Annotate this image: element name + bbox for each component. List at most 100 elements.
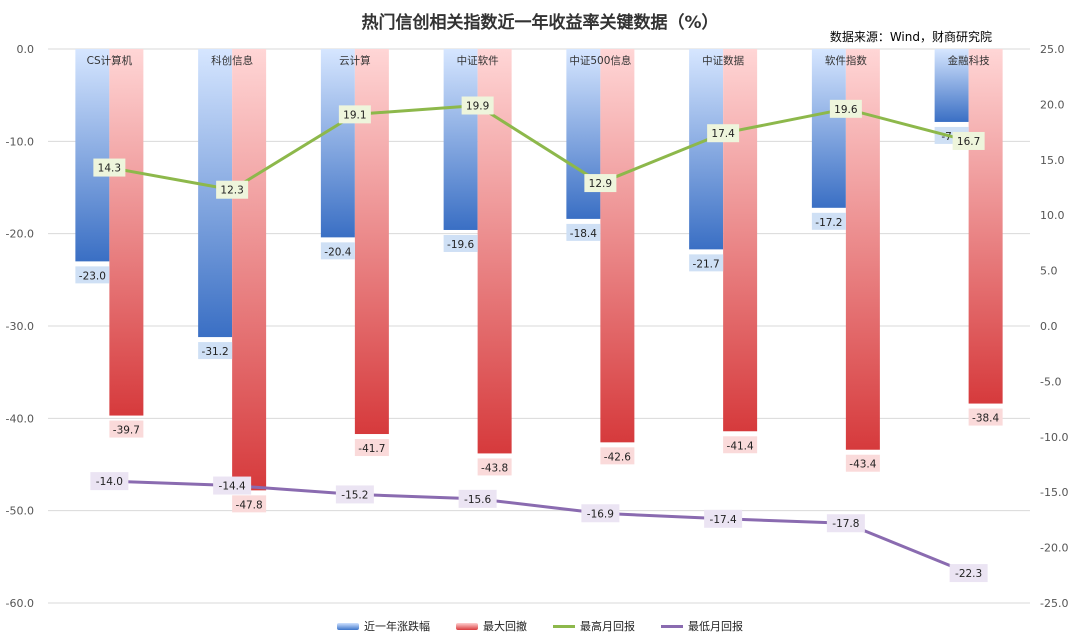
min-month-label-bg [949, 564, 988, 583]
data-label-bg-drawdown [354, 439, 389, 457]
data-label-bg-drawdown [845, 454, 880, 472]
data-label-bg-return [443, 234, 478, 252]
right-axis-tick: -15.0 [1040, 486, 1068, 499]
left-axis-tick: -30.0 [6, 320, 34, 333]
legend-label-drawdown: 最大回撤 [483, 620, 527, 633]
bar-return [811, 49, 846, 208]
data-label-bg-drawdown [232, 495, 267, 513]
data-label-drawdown: -47.8 [236, 499, 263, 511]
right-axis-tick: -10.0 [1040, 431, 1068, 444]
max-month-line [109, 104, 970, 192]
legend-item-return[interactable]: 近一年涨跌幅 [337, 618, 430, 634]
left-axis-tick: 0.0 [17, 43, 35, 56]
min-month-point-label: -22.3 [955, 568, 982, 580]
max-month-point-label: 19.1 [343, 109, 366, 121]
data-label-bg-drawdown [968, 408, 1003, 426]
min-month-label-bg [704, 509, 743, 528]
min-month-line [109, 479, 970, 575]
max-month-point-label: 12.9 [589, 178, 612, 190]
bar-return [934, 49, 969, 122]
min-month-point-label: -14.0 [96, 476, 123, 488]
category-label: 中证软件 [457, 54, 499, 67]
data-label-drawdown: -41.4 [727, 440, 754, 452]
category-label: 软件指数 [825, 54, 867, 67]
legend-item-min-month[interactable]: 最低月回报 [661, 618, 743, 634]
legend-label-return: 近一年涨跌幅 [364, 620, 430, 633]
max-month-label-bg [829, 99, 862, 118]
bar-return [75, 49, 110, 262]
legend-swatch-max-month [553, 624, 575, 628]
max-month-point-label: 17.4 [711, 128, 735, 140]
legend-item-max-month[interactable]: 最高月回报 [553, 618, 635, 634]
bar-drawdown [232, 49, 267, 491]
data-label-return: -21.7 [693, 258, 720, 270]
data-label-drawdown: -43.8 [481, 462, 508, 474]
data-label-drawdown: -38.4 [972, 413, 999, 425]
left-axis-tick: -20.0 [6, 228, 34, 241]
max-month-point-label: 16.7 [957, 136, 980, 148]
min-month-label-bg [213, 476, 252, 495]
max-month-point-label: 14.3 [98, 163, 121, 175]
category-label: 云计算 [339, 54, 371, 67]
max-month-label-bg [584, 174, 617, 193]
min-month-label-bg [581, 504, 620, 523]
category-label: CS计算机 [87, 54, 133, 67]
category-label: 科创信息 [211, 54, 253, 67]
bar-drawdown [109, 49, 144, 416]
data-label-bg-return [811, 212, 846, 230]
data-label-drawdown: -39.7 [113, 425, 140, 437]
max-month-point-label: 19.9 [466, 101, 489, 113]
min-month-point-label: -16.9 [587, 508, 614, 520]
legend-item-drawdown[interactable]: 最大回撤 [456, 618, 527, 634]
data-label-bg-return [320, 242, 355, 260]
chart-title: 热门信创相关指数近一年收益率关键数据（%） [361, 13, 719, 33]
data-label-return: -19.6 [447, 239, 474, 251]
max-month-label-bg [216, 180, 249, 199]
data-label-return: -23.0 [79, 270, 106, 282]
category-label: 中证500信息 [569, 54, 631, 67]
right-axis-tick: 25.0 [1040, 43, 1065, 56]
max-month-label-bg [93, 158, 126, 177]
data-label-drawdown: -42.6 [604, 451, 631, 463]
bar-drawdown [968, 49, 1003, 404]
max-month-label-bg [707, 124, 740, 143]
data-label-bg-drawdown [477, 458, 512, 476]
max-month-label-bg [952, 131, 985, 150]
left-axis-tick: -50.0 [6, 505, 34, 518]
max-month-point-label: 12.3 [220, 185, 243, 197]
min-month-label-bg [335, 485, 374, 504]
bar-return [443, 49, 478, 230]
min-month-label-bg [458, 489, 497, 508]
right-axis-tick: 5.0 [1040, 265, 1058, 278]
min-month-point-label: -15.6 [464, 494, 491, 506]
min-month-point-label: -14.4 [219, 481, 246, 493]
data-label-return: -17.2 [815, 217, 842, 229]
left-axis-tick: -40.0 [6, 412, 34, 425]
right-axis-tick: -20.0 [1040, 542, 1068, 555]
right-axis-tick: 15.0 [1040, 154, 1065, 167]
data-label-return: -31.2 [202, 346, 229, 358]
data-label-bg-return [198, 342, 233, 360]
max-month-point-label: 19.6 [834, 104, 858, 116]
data-label-return: -20.4 [324, 246, 351, 258]
data-label-drawdown: -41.7 [358, 443, 385, 455]
data-label-return: -18.4 [570, 228, 597, 240]
max-month-label-bg [461, 96, 494, 115]
data-label-bg-drawdown [109, 420, 144, 438]
bar-return [566, 49, 601, 219]
data-source-note: 数据来源：Wind，财商研究院 [829, 30, 992, 44]
legend-swatch-drawdown [456, 622, 478, 630]
left-axis-tick: -10.0 [6, 135, 34, 148]
legend-swatch-return [337, 622, 359, 630]
data-label-bg-return [566, 223, 601, 241]
legend-swatch-min-month [661, 624, 683, 628]
min-month-point-label: -17.8 [832, 518, 859, 530]
right-axis-tick: 20.0 [1040, 98, 1065, 111]
bar-return [689, 49, 724, 250]
data-label-bg-return [689, 254, 724, 272]
min-month-label-bg [826, 514, 865, 533]
legend-label-max-month: 最高月回报 [580, 620, 635, 633]
right-axis-tick: 10.0 [1040, 209, 1065, 222]
legend-label-min-month: 最低月回报 [688, 620, 743, 633]
category-label: 中证数据 [702, 54, 744, 67]
